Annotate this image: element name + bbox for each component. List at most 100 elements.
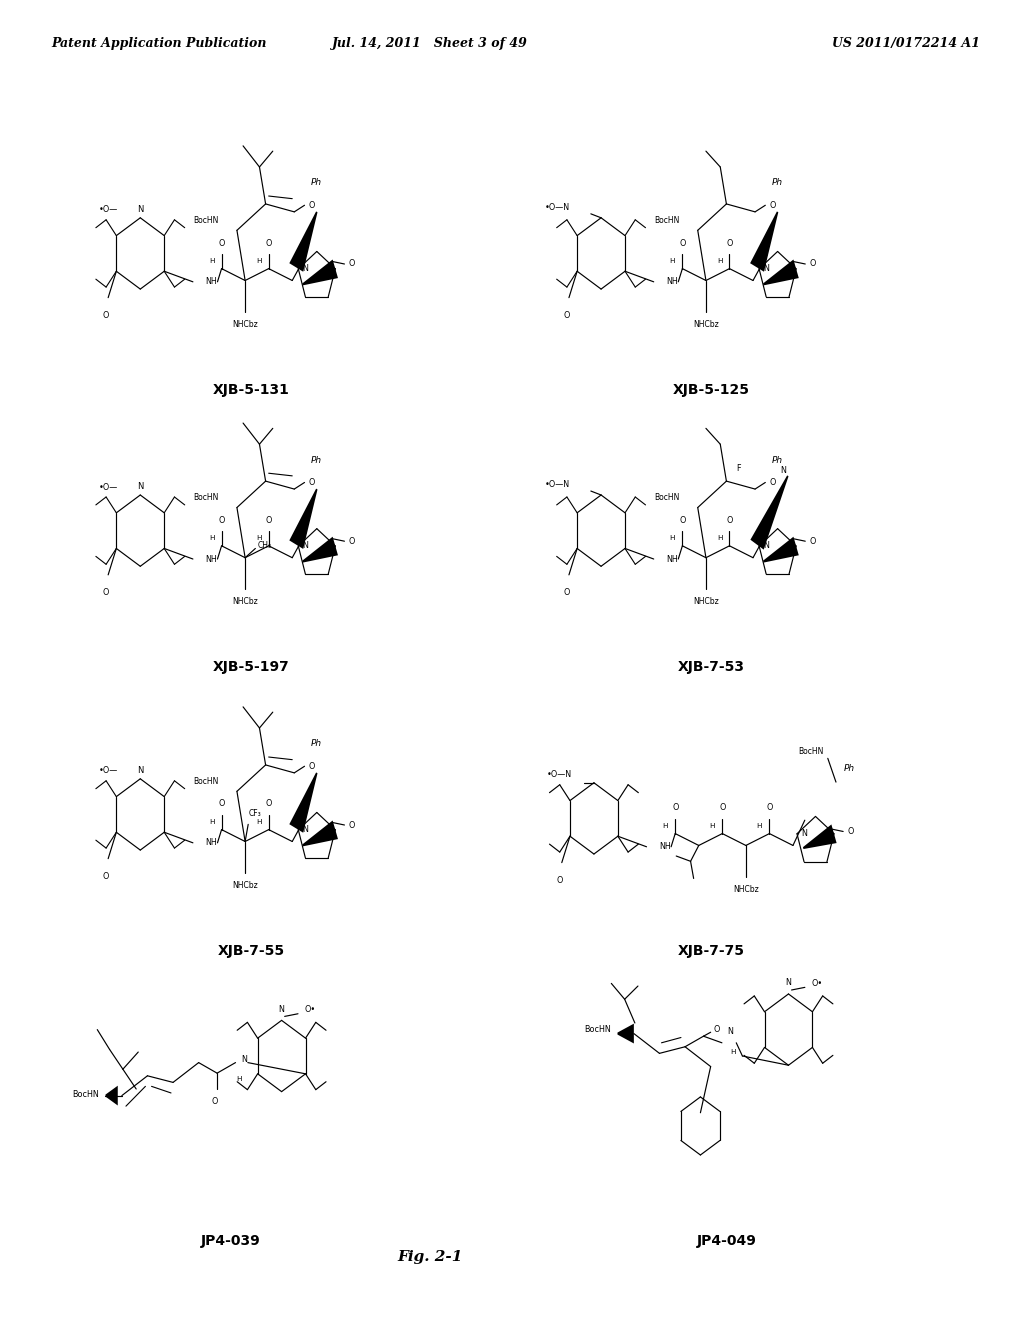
- Text: XJB-5-131: XJB-5-131: [212, 383, 290, 397]
- Text: O: O: [212, 1097, 218, 1106]
- Text: XJB-5-125: XJB-5-125: [673, 383, 751, 397]
- Text: N: N: [302, 541, 308, 550]
- Polygon shape: [290, 488, 317, 549]
- Text: N: N: [763, 541, 769, 550]
- Text: N: N: [279, 1005, 285, 1014]
- Text: BocHN: BocHN: [654, 494, 679, 502]
- Text: NH: NH: [205, 838, 217, 847]
- Text: O: O: [809, 537, 816, 545]
- Polygon shape: [617, 1024, 634, 1043]
- Text: XJB-7-53: XJB-7-53: [678, 660, 745, 675]
- Text: H: H: [710, 822, 715, 829]
- Text: O: O: [103, 310, 110, 319]
- Text: O: O: [218, 800, 224, 808]
- Text: •O—N: •O—N: [545, 480, 570, 488]
- Text: CH₃: CH₃: [257, 541, 271, 549]
- Text: NH: NH: [666, 277, 678, 286]
- Text: O: O: [564, 589, 570, 597]
- Text: Ph: Ph: [771, 455, 782, 465]
- Text: H: H: [256, 818, 261, 825]
- Text: H: H: [209, 257, 214, 264]
- Text: Ph: Ph: [310, 178, 322, 187]
- Text: H: H: [670, 535, 675, 541]
- Text: O: O: [348, 537, 355, 545]
- Text: O: O: [766, 804, 772, 812]
- Text: O: O: [103, 873, 110, 880]
- Text: O: O: [679, 516, 685, 524]
- Text: O: O: [308, 201, 315, 210]
- Text: N: N: [242, 1056, 248, 1064]
- Text: BocHN: BocHN: [654, 216, 679, 224]
- Polygon shape: [290, 772, 317, 833]
- Text: O: O: [809, 260, 816, 268]
- Polygon shape: [302, 260, 338, 285]
- Text: O: O: [557, 876, 563, 884]
- Polygon shape: [302, 537, 338, 562]
- Text: N: N: [302, 825, 308, 834]
- Text: Ph: Ph: [310, 455, 322, 465]
- Text: Patent Application Publication: Patent Application Publication: [51, 37, 266, 50]
- Text: NH: NH: [658, 842, 671, 851]
- Text: XJB-7-55: XJB-7-55: [217, 944, 285, 958]
- Text: BocHN: BocHN: [799, 747, 823, 755]
- Polygon shape: [763, 260, 799, 285]
- Text: XJB-7-75: XJB-7-75: [678, 944, 745, 958]
- Polygon shape: [302, 821, 338, 846]
- Text: O: O: [308, 762, 315, 771]
- Text: NHCbz: NHCbz: [232, 321, 258, 329]
- Text: O•: O•: [304, 1006, 315, 1014]
- Polygon shape: [763, 537, 799, 562]
- Text: H: H: [256, 257, 261, 264]
- Text: N: N: [780, 466, 786, 475]
- Text: •O—: •O—: [98, 483, 118, 491]
- Text: NH: NH: [666, 554, 678, 564]
- Text: H: H: [663, 822, 668, 829]
- Text: F: F: [736, 465, 741, 473]
- Text: BocHN: BocHN: [585, 1026, 611, 1034]
- Text: O: O: [348, 821, 355, 829]
- Text: O: O: [265, 516, 271, 524]
- Text: NHCbz: NHCbz: [232, 882, 258, 890]
- Text: O: O: [564, 310, 570, 319]
- Text: O: O: [348, 260, 355, 268]
- Text: NH: NH: [205, 554, 217, 564]
- Text: Jul. 14, 2011   Sheet 3 of 49: Jul. 14, 2011 Sheet 3 of 49: [332, 37, 528, 50]
- Text: N: N: [137, 766, 143, 775]
- Text: H: H: [717, 535, 722, 541]
- Text: •O—N: •O—N: [545, 203, 570, 211]
- Text: O•: O•: [811, 979, 822, 987]
- Text: N: N: [137, 482, 143, 491]
- Text: •O—: •O—: [98, 206, 118, 214]
- Polygon shape: [751, 211, 778, 272]
- Text: H: H: [757, 822, 762, 829]
- Text: O: O: [726, 516, 732, 524]
- Text: Fig. 2-1: Fig. 2-1: [397, 1250, 463, 1265]
- Text: Ph: Ph: [844, 764, 855, 774]
- Text: JP4-039: JP4-039: [201, 1234, 260, 1249]
- Text: NHCbz: NHCbz: [733, 884, 759, 894]
- Text: O: O: [218, 516, 224, 524]
- Text: N: N: [302, 264, 308, 273]
- Text: BocHN: BocHN: [194, 494, 218, 502]
- Polygon shape: [803, 825, 837, 849]
- Polygon shape: [290, 211, 317, 272]
- Text: •O—N: •O—N: [546, 771, 571, 779]
- Polygon shape: [105, 1085, 118, 1106]
- Text: CF₃: CF₃: [248, 809, 261, 817]
- Text: O: O: [265, 800, 271, 808]
- Text: H: H: [209, 535, 214, 541]
- Text: Ph: Ph: [771, 178, 782, 187]
- Polygon shape: [751, 475, 788, 549]
- Text: N: N: [801, 829, 807, 838]
- Text: H: H: [256, 535, 261, 541]
- Text: BocHN: BocHN: [194, 777, 218, 787]
- Text: O: O: [103, 589, 110, 597]
- Text: JP4-049: JP4-049: [697, 1234, 757, 1249]
- Text: H: H: [209, 818, 214, 825]
- Text: O: O: [218, 239, 224, 248]
- Text: O: O: [308, 478, 315, 487]
- Text: N: N: [785, 978, 792, 987]
- Text: O: O: [714, 1026, 720, 1034]
- Text: O: O: [726, 239, 732, 248]
- Text: H: H: [730, 1049, 735, 1056]
